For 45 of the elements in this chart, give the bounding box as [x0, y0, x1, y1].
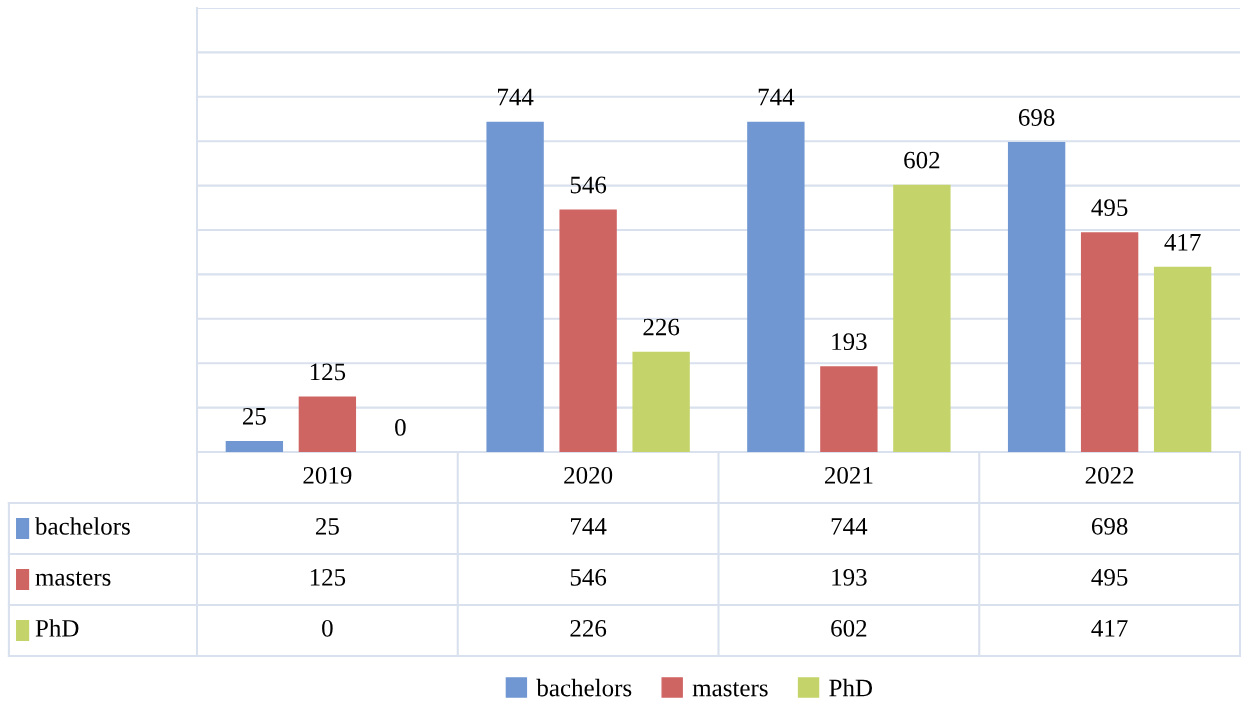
data-label: 602: [831, 619, 867, 637]
bar: [632, 351, 690, 452]
legend-label: PhD: [829, 678, 873, 697]
data-label: 546: [570, 568, 607, 586]
text: bachelors: [536, 678, 632, 697]
bar: [298, 396, 357, 452]
x-tick-label: 2021: [824, 466, 873, 484]
data-label: 744: [831, 518, 868, 535]
bar: [225, 440, 284, 452]
bar: [1153, 266, 1212, 452]
text: masters: [692, 682, 768, 697]
data-label: 25: [315, 517, 339, 535]
annotation: 226: [643, 318, 680, 336]
x-tick-label: 2020: [564, 466, 613, 484]
annotation: 744: [498, 88, 534, 106]
bar: [747, 121, 805, 452]
x-tick-label: 2019: [303, 466, 352, 484]
data-label: 226: [570, 619, 607, 637]
legend-label: masters: [35, 571, 111, 586]
annotation: 25: [242, 407, 266, 425]
text: PhD: [35, 619, 79, 637]
legend-label: bachelors: [34, 517, 130, 535]
bar: [1080, 232, 1139, 452]
data-label: 125: [310, 568, 346, 586]
data-label: 193: [832, 568, 867, 586]
data-label: 417: [1091, 620, 1128, 637]
annotation: 546: [570, 176, 607, 194]
data-label: 744: [571, 518, 607, 535]
annotation: 698: [1018, 109, 1055, 126]
data-label: 495: [1091, 568, 1128, 586]
bar: [820, 366, 878, 452]
annotation: 193: [832, 333, 867, 351]
bar: [893, 184, 951, 452]
bar: [486, 121, 544, 452]
x-tick-label: 2022: [1085, 466, 1134, 484]
data-label: 0: [322, 619, 333, 637]
annotation: 495: [1091, 199, 1128, 217]
bar: [559, 209, 617, 452]
annotation: 0: [395, 418, 406, 436]
data-label: 698: [1091, 517, 1128, 535]
annotation: 417: [1164, 233, 1201, 251]
annotation: 602: [904, 151, 940, 169]
bar: [1007, 142, 1066, 452]
annotation: 125: [310, 363, 346, 381]
annotation: 744: [758, 88, 795, 106]
